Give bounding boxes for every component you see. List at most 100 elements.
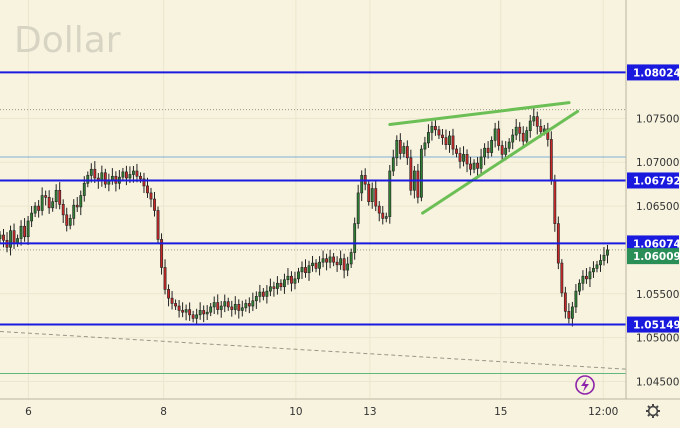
candle-body [261,291,265,297]
x-tick-label: 6 [25,406,32,418]
candle-body [304,267,307,274]
candle-body [360,175,364,194]
level-badge [627,172,679,189]
candle-body [258,291,262,297]
level-badge [627,235,679,252]
candle-body [472,162,476,170]
gear-icon[interactable] [646,404,660,418]
lightning-icon-bolt [581,378,589,392]
y-tick-label: 1.04500 [636,376,679,388]
trend-line[interactable] [421,109,580,215]
candle-body [68,218,72,226]
candle-body [434,125,437,131]
candle-body [416,170,420,198]
candle-body [233,303,237,310]
candle-body [507,141,511,149]
candle-body [437,129,441,136]
candle-body [58,189,62,205]
level-badge-label: 1.06074 [633,238,680,250]
candle-body [75,204,79,208]
candle-body [61,204,65,216]
time-axis-panel [0,399,680,424]
candle-body [353,223,357,253]
candle-body [574,290,578,308]
candle-body [469,163,472,170]
candle-body [100,172,104,181]
candle-body [570,306,574,319]
x-tick-label: 12:00 [588,406,618,418]
trend-lines [0,101,627,370]
candle-body [195,314,199,319]
level-lines[interactable] [0,71,626,326]
candle-body [47,197,51,209]
candle-body [441,134,444,138]
candle-body [381,212,385,219]
candle-body [188,309,192,316]
candle-body [483,147,487,158]
lightning-icon[interactable] [575,375,595,395]
candle-body [395,140,399,159]
candle-body [12,230,16,244]
candle-body [153,198,156,211]
candle-body [254,296,258,302]
candle-body [602,254,606,261]
candle-body [121,171,125,178]
candle-body [311,262,314,267]
candle-body [219,305,223,310]
level-badge-label: 1.05149 [633,320,680,332]
candle-body [511,134,515,143]
candle-body [276,282,279,289]
candle-body [110,175,114,181]
candle-body [283,279,286,288]
candle-body [606,249,609,256]
candle-body [86,175,90,184]
candle-body [286,275,290,281]
candle-body [595,264,599,269]
candle-body [528,120,532,131]
candle-body [367,183,371,202]
candle-body [300,267,304,273]
candle-body [65,214,69,226]
candle-body [314,262,318,269]
level-badge-label: 1.08024 [633,67,680,79]
candle-body [156,210,160,240]
candle-body [444,137,448,145]
candle-body [405,146,409,159]
trend-line[interactable] [388,101,571,127]
x-tick-label: 10 [289,406,302,418]
candle-body [525,130,529,142]
candle-body [244,303,248,309]
candle-body [205,311,209,315]
candle-body [476,162,479,169]
candle-body [103,172,107,185]
thin-levels [0,156,626,374]
candle-body [567,311,571,319]
candle-body [202,310,206,315]
candle-body [149,192,153,200]
candle-body [72,204,76,219]
candle-body [30,212,34,222]
candle-body [89,168,93,176]
candle-body [391,157,395,172]
y-tick-label: 1.07000 [636,157,679,169]
candle-body [346,263,350,271]
candle-body [16,238,19,244]
candle-body [174,303,177,307]
candles [0,108,609,327]
candle-body [409,157,413,191]
y-tick-label: 1.05500 [636,289,679,301]
gear-icon-ring [647,405,659,417]
candle-body [93,168,97,179]
candle-body [328,256,332,263]
candle-body [163,267,167,290]
watermark: Dollar [14,20,121,61]
candle-body [581,275,585,284]
candle-body [279,282,283,288]
candle-body [79,195,83,208]
candle-body [588,271,592,280]
candle-body [237,303,241,311]
candle-body [504,147,508,155]
